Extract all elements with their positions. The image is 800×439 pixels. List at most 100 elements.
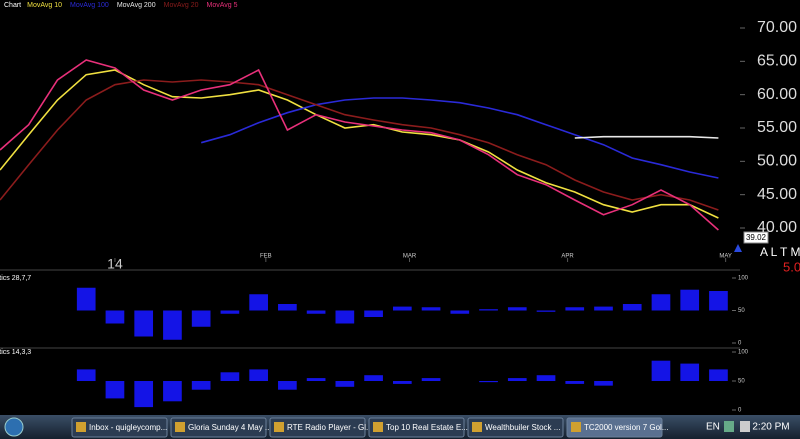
taskbar-button[interactable] bbox=[170, 417, 267, 438]
histogram-bar bbox=[536, 310, 556, 312]
histogram-bar bbox=[421, 307, 441, 311]
histogram-bar bbox=[709, 369, 728, 381]
x-tick-label: 14 bbox=[107, 256, 123, 272]
y-tick-label: 55.00 bbox=[757, 119, 797, 136]
legend-label: Chart bbox=[4, 2, 21, 9]
taskbar-icon[interactable] bbox=[76, 422, 86, 432]
taskbar-label[interactable]: RTE Radio Player - Gl... bbox=[287, 423, 373, 432]
y-tick-label: 0 bbox=[738, 341, 742, 347]
histogram-bar bbox=[220, 310, 240, 314]
histogram-bar bbox=[709, 291, 728, 311]
histogram-bar bbox=[680, 363, 700, 381]
x-tick-label: MAR bbox=[403, 254, 417, 260]
last-price: 39.02 bbox=[746, 233, 767, 242]
taskbar-icon[interactable] bbox=[274, 422, 284, 432]
histogram-bar bbox=[594, 381, 613, 386]
histogram-bar bbox=[306, 310, 326, 314]
y-tick-label: 65.00 bbox=[757, 53, 797, 70]
histogram-bar bbox=[134, 381, 154, 408]
histogram-bar bbox=[335, 381, 355, 387]
histogram-bar bbox=[249, 294, 268, 311]
y-tick-label: 0 bbox=[738, 408, 742, 414]
ticker: A L T M L bbox=[760, 245, 800, 259]
y-tick-label: 45.00 bbox=[757, 186, 797, 203]
histogram-bar bbox=[421, 378, 441, 381]
ma-line bbox=[200, 97, 719, 179]
histogram-bar bbox=[191, 381, 211, 390]
taskbar-label[interactable]: Inbox - quigleycomp... bbox=[89, 423, 167, 432]
histogram-bar bbox=[191, 310, 211, 327]
histogram-bar bbox=[479, 309, 498, 311]
taskbar-button[interactable] bbox=[566, 417, 663, 438]
histogram-bar bbox=[105, 381, 125, 399]
y-tick-label: 50 bbox=[738, 379, 745, 385]
histogram-bar bbox=[249, 369, 268, 381]
histogram-bar bbox=[479, 381, 498, 383]
taskbar-button[interactable] bbox=[269, 417, 366, 438]
y-tick-label: 100 bbox=[738, 276, 749, 282]
histogram-bar bbox=[565, 381, 585, 384]
histogram-bar bbox=[364, 375, 383, 381]
ma-line bbox=[0, 79, 719, 211]
price-box bbox=[743, 231, 769, 244]
histogram-bar bbox=[594, 306, 613, 311]
taskbar-label[interactable]: Top 10 Real Estate E... bbox=[386, 423, 468, 432]
ma-line bbox=[0, 59, 719, 231]
histogram-bar bbox=[536, 375, 556, 381]
y-tick-label: 50.00 bbox=[757, 153, 797, 170]
histogram-bar bbox=[76, 369, 96, 381]
x-tick-label: APR bbox=[561, 254, 574, 260]
histogram-bar bbox=[392, 306, 412, 311]
tray: EN 2:20 PM bbox=[706, 421, 790, 433]
histogram-bar bbox=[651, 360, 671, 381]
x-tick-label: MAY bbox=[719, 254, 732, 260]
histogram-bar bbox=[278, 381, 297, 390]
start-button[interactable] bbox=[4, 417, 24, 437]
legend-label[interactable]: MovAvg 20 bbox=[164, 2, 199, 9]
histogram-bar bbox=[163, 310, 182, 340]
histogram-bar bbox=[306, 378, 326, 381]
taskbar-icon[interactable] bbox=[373, 422, 383, 432]
histogram-bar bbox=[507, 378, 527, 381]
histogram-bar bbox=[364, 310, 383, 317]
language[interactable]: EN bbox=[706, 422, 720, 433]
taskbar-icon[interactable] bbox=[472, 422, 482, 432]
taskbar-button[interactable] bbox=[368, 417, 465, 438]
x-tick-label: FEB bbox=[260, 254, 272, 260]
panel-title: Stochastics 28,7,7 bbox=[0, 275, 31, 282]
taskbar-icon[interactable] bbox=[175, 422, 185, 432]
legend-label[interactable]: MovAvg 100 bbox=[70, 2, 109, 9]
tray-icon[interactable] bbox=[740, 421, 750, 432]
histogram-bar bbox=[450, 310, 470, 314]
histogram-bar bbox=[163, 381, 182, 402]
y-tick-label: 100 bbox=[738, 350, 749, 356]
taskbar-label[interactable]: Wealthbuiler Stock ... bbox=[485, 423, 560, 432]
taskbar-label[interactable]: Gloria Sunday 4 May ... bbox=[188, 423, 272, 432]
taskbar-button[interactable] bbox=[71, 417, 168, 438]
histogram-bar bbox=[335, 310, 355, 324]
panel-title: Stochastics 14,3,3 bbox=[0, 349, 31, 356]
taskbar-icon[interactable] bbox=[571, 422, 581, 432]
tray-icon[interactable] bbox=[724, 421, 734, 432]
legend-label[interactable]: MovAvg 200 bbox=[117, 2, 156, 9]
chart-background bbox=[0, 0, 800, 415]
histogram-bar bbox=[565, 307, 585, 311]
taskbar-button[interactable] bbox=[467, 417, 564, 438]
y-tick-label: 60.00 bbox=[757, 86, 797, 103]
y-tick-label: 40.00 bbox=[757, 219, 797, 236]
change: 5.0 bbox=[783, 259, 800, 274]
histogram-bar bbox=[278, 304, 297, 311]
histogram-bar bbox=[220, 372, 240, 381]
y-tick-label: 50 bbox=[738, 308, 745, 314]
legend-label[interactable]: MovAvg 5 bbox=[207, 2, 238, 9]
clock[interactable]: 2:20 PM bbox=[752, 422, 789, 433]
histogram-bar bbox=[680, 289, 700, 311]
taskbar-label[interactable]: TC2000 version 7 Gol... bbox=[584, 423, 668, 432]
histogram-bar bbox=[76, 287, 96, 311]
y-tick-label: 70.00 bbox=[757, 19, 797, 36]
legend-label[interactable]: MovAvg 10 bbox=[27, 2, 62, 9]
marker-triangle bbox=[734, 244, 742, 252]
histogram-bar bbox=[622, 304, 642, 311]
